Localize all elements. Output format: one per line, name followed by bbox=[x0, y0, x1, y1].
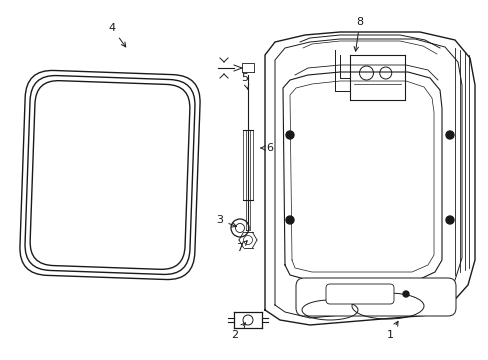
Circle shape bbox=[445, 131, 453, 139]
Text: 7: 7 bbox=[236, 241, 247, 253]
Text: 3: 3 bbox=[216, 215, 236, 227]
Circle shape bbox=[402, 291, 408, 297]
Polygon shape bbox=[283, 72, 441, 280]
FancyBboxPatch shape bbox=[325, 284, 393, 304]
Circle shape bbox=[285, 131, 293, 139]
Text: 1: 1 bbox=[386, 321, 397, 340]
Text: 2: 2 bbox=[231, 323, 245, 340]
Circle shape bbox=[445, 216, 453, 224]
FancyBboxPatch shape bbox=[295, 278, 455, 316]
Circle shape bbox=[285, 216, 293, 224]
Text: 6: 6 bbox=[260, 143, 273, 153]
Text: 4: 4 bbox=[108, 23, 125, 47]
Text: 8: 8 bbox=[353, 17, 363, 51]
Text: 5: 5 bbox=[241, 73, 248, 89]
Polygon shape bbox=[264, 32, 474, 325]
